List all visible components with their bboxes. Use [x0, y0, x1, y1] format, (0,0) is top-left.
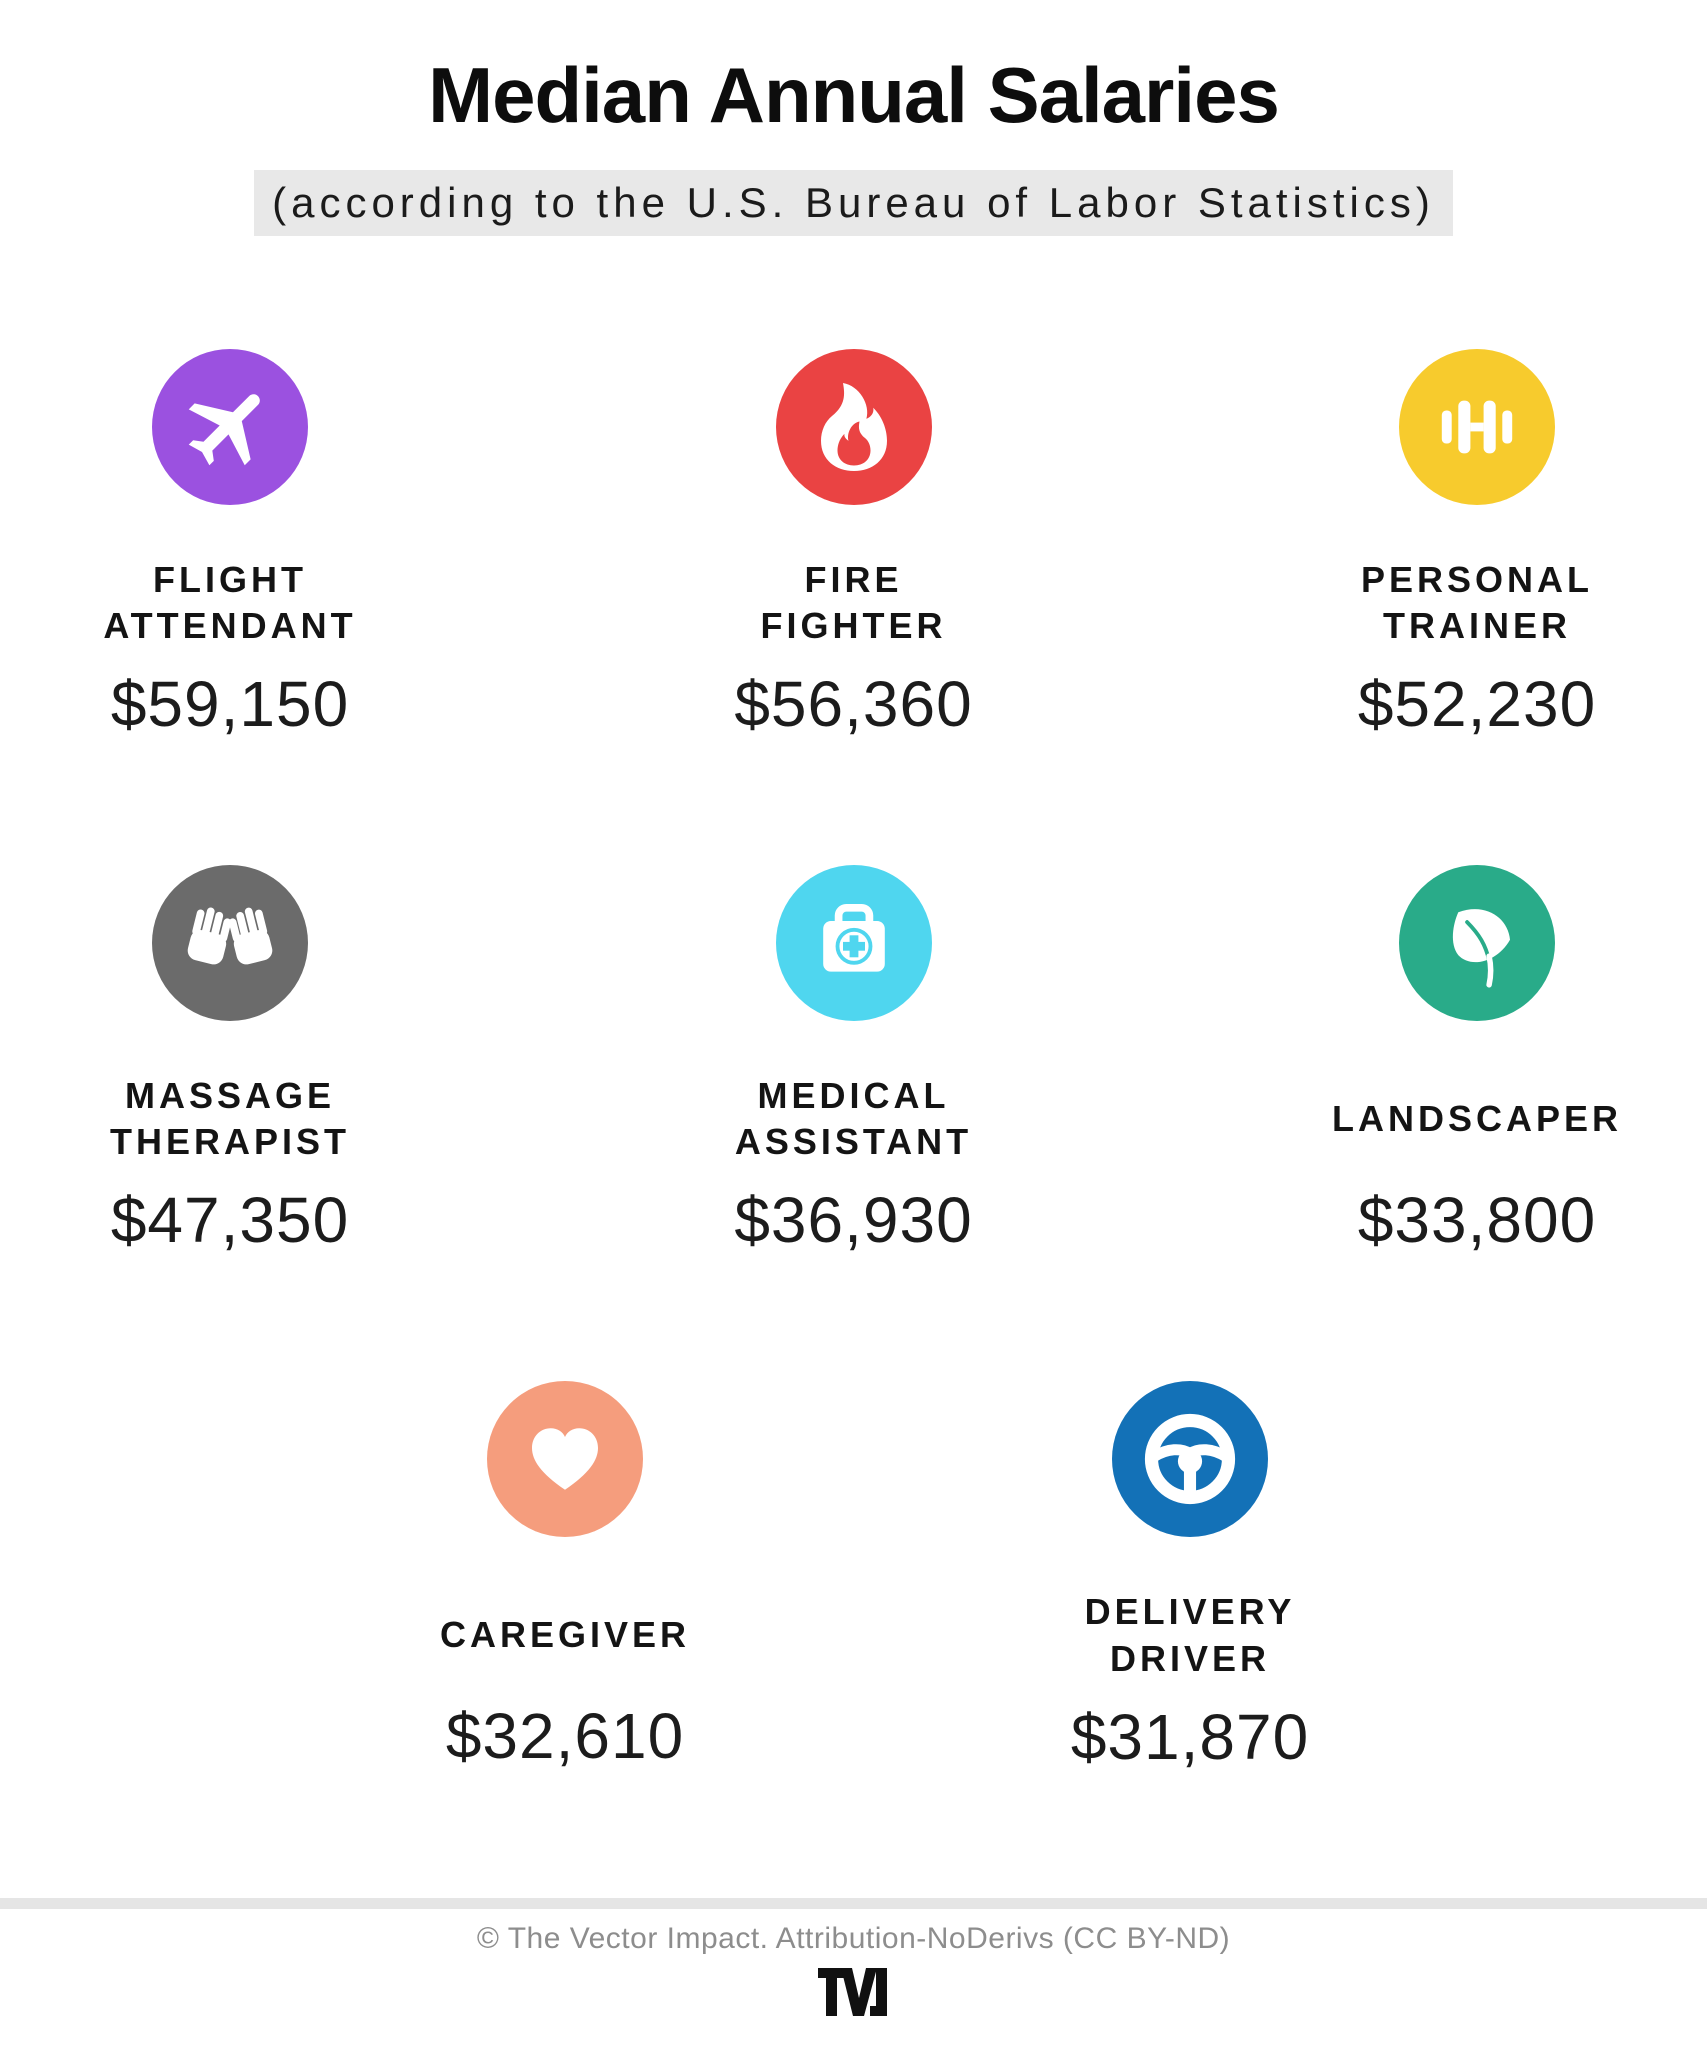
- job-label: CAREGIVER: [439, 1614, 691, 1656]
- job-label: FIRE FIGHTER: [760, 558, 947, 646]
- copyright-text: © The Vector Impact. Attribution-NoDeriv…: [476, 1922, 1231, 1955]
- job-salary: $47,350: [110, 1184, 350, 1257]
- hands-icon: [152, 865, 308, 1022]
- job-label: DELIVERY DRIVER: [1084, 1591, 1296, 1679]
- job-label: MASSAGE THERAPIST: [109, 1075, 350, 1163]
- tvi-logo: [0, 1968, 1707, 2021]
- grid-row-1: FLIGHT ATTENDANT $59,150 FIRE FIGHTER $5…: [0, 348, 1707, 741]
- job-salary: $31,870: [1070, 1700, 1310, 1773]
- infographic: Median Annual Salaries (according to the…: [0, 51, 1707, 2016]
- page-subtitle: (according to the U.S. Bureau of Labor S…: [254, 169, 1453, 236]
- grid-row-2: MASSAGE THERAPIST $47,350 MEDICAL ASSIST…: [0, 865, 1707, 1255]
- job-card-fire-fighter: FIRE FIGHTER $56,360: [654, 348, 1054, 741]
- job-label: MEDICAL ASSISTANT: [734, 1075, 973, 1163]
- dumbbell-icon: [1399, 348, 1555, 505]
- job-card-landscaper: LANDSCAPER $33,800: [1277, 865, 1677, 1255]
- job-salary: $59,150: [110, 668, 350, 741]
- salary-grid: FLIGHT ATTENDANT $59,150 FIRE FIGHTER $5…: [0, 348, 1707, 1772]
- job-label: FLIGHT ATTENDANT: [103, 558, 357, 646]
- job-card-delivery-driver: DELIVERY DRIVER $31,870: [990, 1381, 1390, 1771]
- page-title: Median Annual Salaries: [428, 51, 1280, 139]
- airplane-icon: [152, 348, 308, 505]
- job-card-caregiver: CAREGIVER $32,610: [365, 1381, 765, 1771]
- flame-icon: [775, 348, 932, 505]
- job-card-massage-therapist: MASSAGE THERAPIST $47,350: [30, 865, 430, 1255]
- job-card-flight-attendant: FLIGHT ATTENDANT $59,150: [30, 348, 430, 741]
- footer: © The Vector Impact. Attribution-NoDeriv…: [0, 1898, 1707, 2072]
- first-aid-kit-icon: [775, 865, 932, 1022]
- grid-row-3: CAREGIVER $32,610 DELIVERY DRIVER $31,87…: [24, 1381, 1707, 1771]
- footer-divider: [0, 1898, 1707, 1909]
- job-salary: $36,930: [734, 1184, 973, 1257]
- job-salary: $56,360: [734, 668, 973, 741]
- leaf-icon: [1399, 865, 1555, 1022]
- steering-wheel-icon: [1112, 1381, 1268, 1538]
- job-salary: $32,610: [445, 1700, 685, 1773]
- job-label: LANDSCAPER: [1331, 1098, 1622, 1140]
- job-card-personal-trainer: PERSONAL TRAINER $52,230: [1277, 348, 1677, 741]
- job-label: PERSONAL TRAINER: [1360, 558, 1594, 646]
- subtitle-wrap: (according to the U.S. Bureau of Labor S…: [0, 169, 1707, 236]
- heart-icon: [487, 1381, 643, 1538]
- job-salary: $52,230: [1357, 668, 1597, 741]
- job-salary: $33,800: [1357, 1184, 1597, 1257]
- job-card-medical-assistant: MEDICAL ASSISTANT $36,930: [654, 865, 1054, 1255]
